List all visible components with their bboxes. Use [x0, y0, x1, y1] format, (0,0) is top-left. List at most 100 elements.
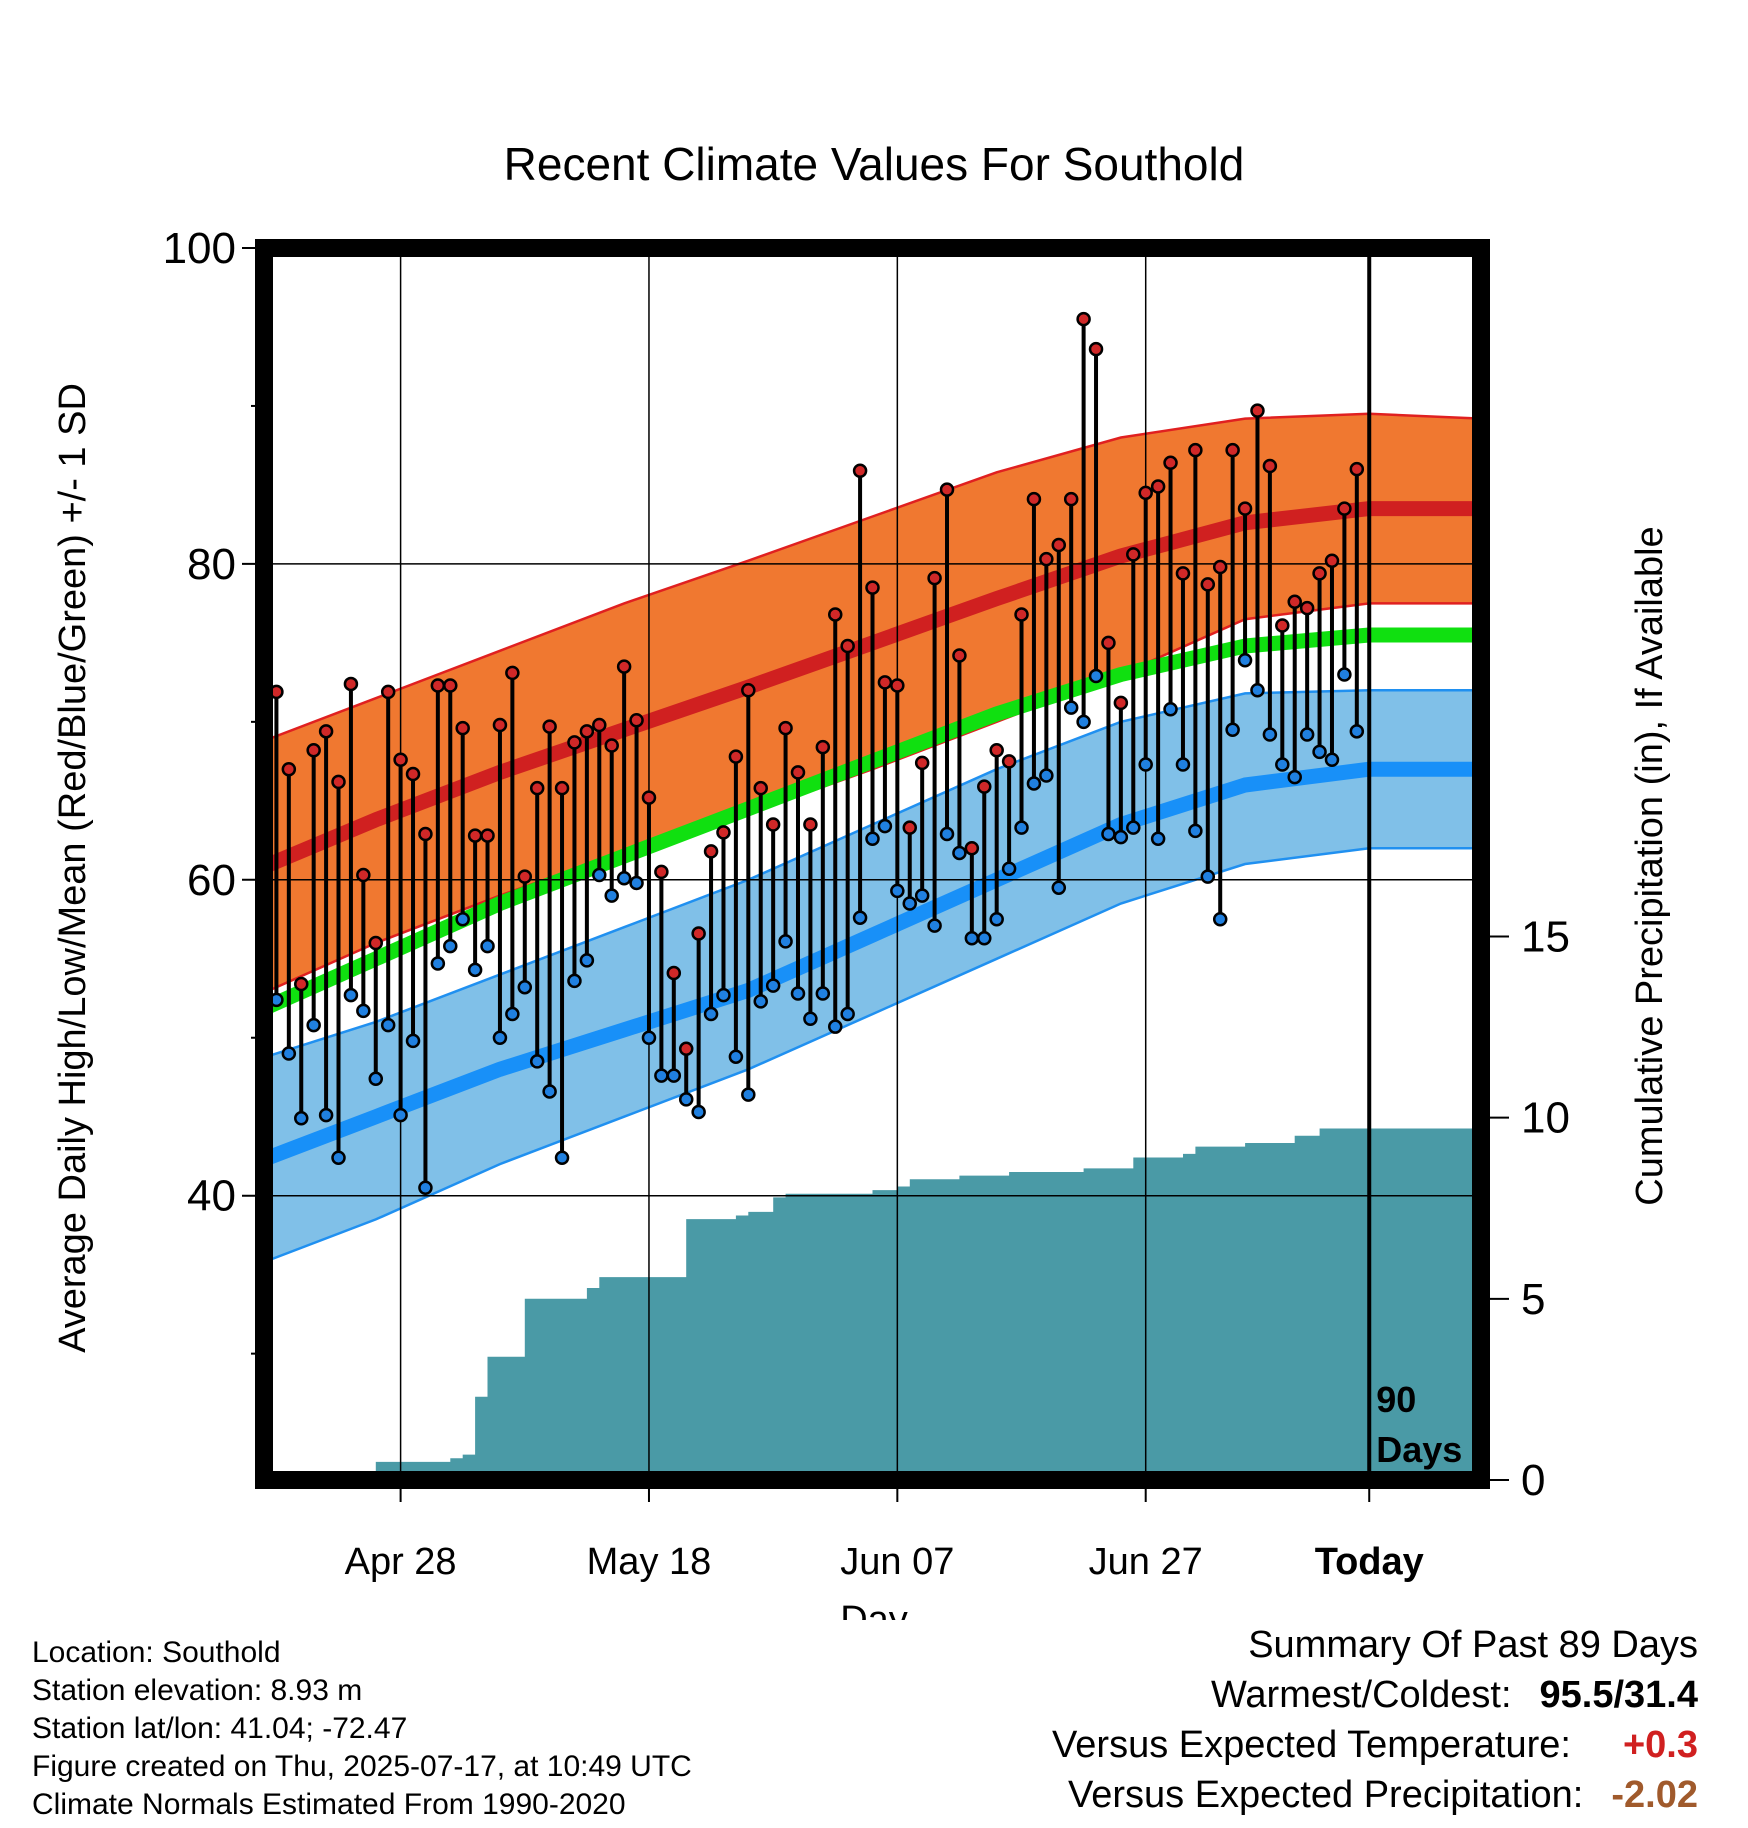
daily-low-point [1299, 727, 1315, 742]
daily-low-point [741, 1087, 756, 1102]
daily-low-point [1113, 829, 1129, 845]
daily-low-point [1126, 820, 1141, 835]
daily-high-point [666, 965, 682, 981]
daily-high-point [405, 766, 421, 782]
daily-high-point [1349, 461, 1365, 477]
daily-low-point [852, 910, 868, 925]
daily-low-point [902, 896, 918, 911]
plot-frame [255, 239, 1490, 1489]
daily-high-point [1076, 311, 1091, 327]
daily-high-point [505, 665, 520, 681]
daily-high-point [1175, 566, 1191, 581]
daily-high-point [1001, 754, 1017, 769]
summary-title: Summary Of Past 89 Days [1248, 1624, 1698, 1666]
temp-label: Versus Expected Temperature: [1052, 1724, 1571, 1766]
daily-high-point [542, 719, 557, 734]
precip-label: Versus Expected Precipitation: [1067, 1774, 1584, 1816]
daily-low-point [1014, 820, 1029, 835]
daily-high-point [306, 743, 321, 758]
daily-low-point [1212, 912, 1228, 927]
warm-cold-label: Warmest/Coldest: [1210, 1674, 1512, 1716]
today-days-label: Days [1376, 1429, 1462, 1470]
y-axis-label: Average Daily High/Low/Mean (Red/Blue/Gr… [52, 383, 94, 1353]
daily-low-point [1237, 652, 1253, 668]
daily-high-point [1188, 442, 1203, 458]
daily-low-point [467, 962, 483, 978]
daily-low-point [1337, 667, 1352, 682]
daily-high-point [790, 765, 806, 780]
daily-high-point [952, 648, 967, 663]
daily-low-point [1175, 757, 1191, 772]
daily-high-point [443, 678, 458, 693]
plot-area: 90 Days 40 60 80 100 0 5 10 15 Apr 28 May 18 Jun 07 J… [163, 224, 1570, 1583]
normals-text: Climate Normals Estimated From 1990-2020 [32, 1788, 626, 1821]
daily-high-point [914, 755, 930, 771]
daily-high-point [455, 720, 470, 736]
daily-high-point [977, 779, 992, 794]
daily-high-point [1337, 501, 1352, 516]
daily-low-point [517, 979, 533, 995]
daily-high-point [902, 820, 918, 835]
daily-high-point [753, 780, 768, 796]
daily-low-point [865, 831, 880, 846]
daily-high-point [852, 463, 868, 478]
daily-low-point [1138, 757, 1153, 772]
daily-low-point [505, 1006, 520, 1022]
daily-low-point [790, 986, 806, 1001]
daily-low-point [815, 986, 831, 1001]
daily-low-point [306, 1017, 321, 1033]
daily-high-point [1026, 491, 1042, 507]
precip-row: Versus Expected Precipitation: -2.02 [1052, 1770, 1698, 1820]
y-tick-label: 60 [187, 856, 236, 905]
temp-row: Versus Expected Temperature: +0.3 [1052, 1720, 1698, 1770]
daily-low-point [827, 1019, 843, 1034]
daily-high-point [294, 976, 309, 992]
daily-low-point [604, 888, 619, 903]
daily-high-point [418, 826, 433, 842]
daily-low-point [1039, 768, 1054, 783]
daily-low-point [418, 1180, 433, 1196]
y2-tick-label: 5 [1521, 1275, 1545, 1324]
low-sd-lower-edge [264, 846, 1481, 1264]
daily-high-point [604, 738, 619, 753]
daily-high-point [1287, 594, 1302, 610]
daily-high-point [989, 743, 1004, 758]
daily-low-point [1349, 724, 1365, 739]
daily-high-point [492, 717, 508, 733]
daily-high-point [480, 828, 495, 843]
normal-low-line [264, 761, 1481, 1168]
daily-high-point [281, 761, 297, 777]
daily-low-point [1225, 722, 1240, 737]
daily-low-point [430, 956, 446, 971]
chart-title: Recent Climate Values For Southold [504, 138, 1245, 190]
daily-low-point [579, 953, 595, 968]
daily-low-point [331, 1150, 346, 1166]
daily-low-point [840, 1006, 855, 1022]
daily-high-point [1275, 618, 1290, 633]
daily-low-point [380, 1017, 396, 1033]
daily-high-point [827, 607, 843, 622]
y-tick-label: 100 [163, 224, 236, 273]
daily-low-point [592, 867, 607, 883]
daily-low-point [703, 1006, 719, 1022]
daily-high-point [1324, 553, 1340, 568]
daily-high-point [1212, 559, 1228, 575]
today-days-count: 90 [1376, 1379, 1416, 1420]
daily-high-point [678, 1041, 694, 1057]
daily-low-point [318, 1107, 334, 1123]
daily-low-point [554, 1150, 570, 1166]
daily-high-point [1014, 607, 1029, 622]
daily-high-point [654, 864, 669, 880]
summary-panel: Summary Of Past 89 Days Warmest/Coldest:… [1052, 1620, 1698, 1820]
daily-low-point [753, 994, 768, 1009]
daily-low-point [405, 1033, 421, 1049]
daily-high-point [393, 752, 408, 768]
daily-low-point [542, 1084, 557, 1099]
daily-high-point [1225, 442, 1240, 458]
x-tick-label: Jun 07 [840, 1541, 954, 1583]
daily-high-point [1237, 501, 1253, 516]
daily-high-point [728, 749, 744, 764]
daily-low-point [1200, 869, 1216, 884]
daily-low-point [939, 826, 955, 842]
daily-high-point [1063, 491, 1079, 507]
